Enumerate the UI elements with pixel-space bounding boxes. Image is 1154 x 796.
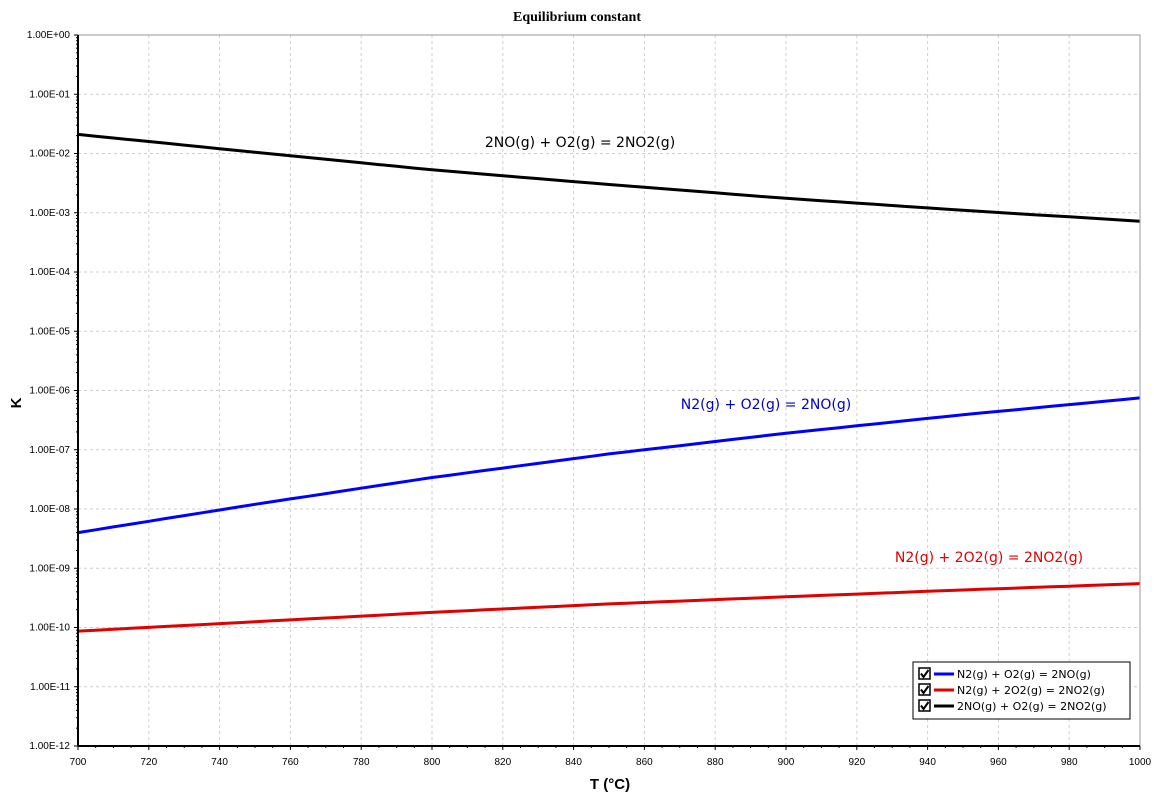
legend: N2(g) + O2(g) = 2NO(g) N2(g) + 2O2(g) = 2… [912,661,1131,720]
x-tick-label: 980 [1061,757,1078,768]
series-line-n2-o2-no [77,396,1141,535]
legend-checkbox[interactable] [918,699,931,712]
ticks-layer: 700 720 740 760 780 800 820 840 860 880 900 920 940 9… [27,30,1152,768]
legend-checkbox[interactable] [918,683,931,696]
y-tick-label: 1.00E-07 [29,445,70,456]
y-tick-label: 1.00E-02 [29,149,70,160]
x-tick-label: 860 [636,757,653,768]
x-axis-title: T (°C) [590,776,630,793]
annotation-n2-to-no: N2(g) + O2(g) = 2NO(g) [681,397,851,413]
y-tick-label: 1.00E-11 [30,682,70,693]
x-tick-label: 880 [707,757,724,768]
series-layer [77,132,1141,633]
y-tick-label: 1.00E-08 [29,504,70,515]
y-tick-label: 1.00E+00 [27,30,71,41]
x-tick-label: 1000 [1129,757,1152,768]
x-tick-label: 820 [494,757,511,768]
x-tick-label: 940 [919,757,936,768]
x-tick-label: 800 [424,757,441,768]
y-tick-label: 1.00E-03 [29,208,70,219]
legend-label: N2(g) + 2O2(g) = 2NO2(g) [957,684,1105,697]
annotation-n2-to-no2: N2(g) + 2O2(g) = 2NO2(g) [895,550,1083,566]
x-tick-label: 840 [565,757,582,768]
legend-item[interactable]: N2(g) + O2(g) = 2NO(g) [918,667,1091,681]
legend-label: N2(g) + O2(g) = 2NO(g) [957,668,1091,681]
y-tick-label: 1.00E-12 [29,741,70,752]
legend-label: 2NO(g) + O2(g) = 2NO2(g) [957,700,1107,713]
y-tick-label: 1.00E-09 [29,563,70,574]
checkmark-icon [920,685,930,695]
legend-checkbox[interactable] [918,667,931,680]
y-tick-label: 1.00E-05 [29,326,70,337]
y-tick-label: 1.00E-10 [29,623,70,634]
x-tick-label: 720 [140,757,157,768]
x-tick-label: 700 [70,757,87,768]
legend-items: N2(g) + O2(g) = 2NO(g) N2(g) + 2O2(g) = 2… [918,667,1107,713]
x-tick-label: 780 [353,757,370,768]
x-tick-label: 920 [848,757,865,768]
y-tick-label: 1.00E-04 [29,267,70,278]
series-line-no-o2-no2 [77,132,1141,223]
x-tick-label: 960 [990,757,1007,768]
y-tick-label: 1.00E-06 [29,386,70,397]
y-tick-label: 1.00E-01 [29,89,70,100]
checkmark-icon [920,669,930,679]
x-tick-label: 900 [778,757,795,768]
legend-item[interactable]: N2(g) + 2O2(g) = 2NO2(g) [918,683,1105,697]
legend-item[interactable]: 2NO(g) + O2(g) = 2NO2(g) [918,699,1107,713]
x-tick-label: 740 [211,757,228,768]
chart-title: Equilibrium constant [513,10,641,25]
series-line-n2-o2-no2 [77,582,1141,633]
x-tick-label: 760 [282,757,299,768]
y-axis-title: K [8,397,25,408]
annotation-no-to-no2: 2NO(g) + O2(g) = 2NO2(g) [485,135,675,151]
checkmark-icon [920,701,930,711]
